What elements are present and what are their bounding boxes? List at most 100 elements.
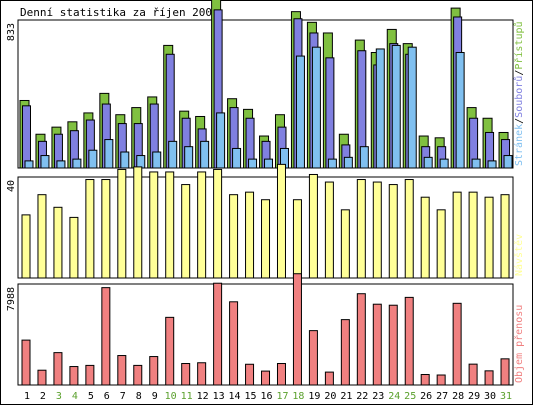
- bar-visits-Návštěv-day-25: [404, 179, 414, 279]
- x-tick-label: 31: [500, 391, 512, 402]
- bar-volume-Objem přenosu-day-7: [117, 355, 127, 386]
- bar-visits-Návštěv-day-1: [21, 214, 31, 279]
- bar-volume-Objem přenosu-day-19: [308, 330, 318, 386]
- chart-title: Denní statistika za říjen 2009: [20, 6, 219, 19]
- bar-volume-Objem přenosu-day-14: [229, 301, 239, 386]
- x-tick-label: 18: [292, 391, 304, 402]
- legend-entry: Stránek: [513, 124, 525, 166]
- legend-entry: Návštěv: [513, 234, 525, 276]
- bar-volume-Objem přenosu-day-21: [340, 319, 350, 386]
- bar-visits-Návštěv-day-13: [213, 168, 223, 279]
- bar-volume-Objem přenosu-day-15: [245, 363, 255, 386]
- bar-visits-Návštěv-day-6: [101, 179, 111, 279]
- bar-visits-Návštěv-day-5: [85, 179, 95, 279]
- bar-visits-Návštěv-day-2: [37, 194, 47, 279]
- bar-visits-Návštěv-day-16: [261, 199, 271, 279]
- bar-visits-Návštěv-day-9: [149, 171, 159, 279]
- x-tick-label: 25: [404, 391, 416, 402]
- x-tick-label: 14: [229, 391, 241, 402]
- bar-volume-Objem přenosu-day-24: [388, 304, 398, 386]
- bar-traffic-Stránek-day-12: [200, 140, 210, 169]
- bar-traffic-Stránek-day-24: [391, 44, 401, 169]
- bar-volume-Objem přenosu-day-6: [101, 287, 111, 386]
- bar-traffic-Stránek-day-27: [439, 158, 449, 169]
- bar-traffic-Stránek-day-26: [423, 156, 433, 169]
- x-tick-label: 27: [436, 391, 448, 402]
- bar-volume-Objem přenosu-day-23: [372, 303, 382, 386]
- bar-visits-Návštěv-day-21: [340, 209, 350, 279]
- bar-traffic-Stránek-day-30: [487, 160, 497, 169]
- legend-entry: Souborů: [513, 76, 525, 118]
- x-tick-label: 8: [136, 391, 142, 402]
- bar-traffic-Stránek-day-7: [120, 151, 130, 169]
- x-tick-label: 15: [245, 391, 257, 402]
- bar-traffic-Stránek-day-22: [359, 146, 369, 169]
- x-tick-label: 17: [276, 391, 288, 402]
- bar-volume-Objem přenosu-day-9: [149, 356, 159, 386]
- x-tick-label: 16: [260, 391, 272, 402]
- bar-volume-Objem přenosu-day-5: [85, 364, 95, 386]
- x-axis-labels: 1 2 3 4 5 6 7 8 9 10 11 12 13 14 15 16 17 18 19 20 21 22 23 24 2…: [24, 391, 512, 402]
- bar-traffic-Stránek-day-1: [24, 160, 34, 169]
- x-tick-label: 4: [72, 391, 78, 402]
- bar-traffic-Stránek-day-31: [503, 155, 513, 169]
- volume-panel: 7988 Objem přenosu: [6, 273, 525, 386]
- bar-visits-Návštěv-day-4: [69, 216, 79, 279]
- bar-visits-Návštěv-day-29: [468, 191, 478, 279]
- bar-traffic-Stránek-day-5: [88, 149, 98, 169]
- volume-frame: [17, 283, 514, 386]
- bar-traffic-Stránek-day-18: [295, 55, 305, 169]
- bar-traffic-Stránek-day-13: [216, 112, 226, 169]
- bar-traffic-Stránek-day-4: [72, 158, 82, 169]
- bar-volume-Objem přenosu-day-10: [165, 316, 175, 386]
- x-tick-label: 19: [308, 391, 320, 402]
- series-Návštěv: [21, 163, 510, 279]
- bar-traffic-Souborů-day-1: [22, 105, 31, 169]
- bar-visits-Návštěv-day-23: [372, 181, 382, 279]
- bar-traffic-Stránek-day-10: [168, 140, 178, 169]
- bar-volume-Objem přenosu-day-26: [420, 374, 430, 386]
- bar-volume-Objem přenosu-day-20: [324, 371, 334, 386]
- bar-volume-Objem přenosu-day-16: [261, 370, 271, 386]
- x-tick-label: 9: [152, 391, 158, 402]
- legend-entry: Přístupů: [513, 21, 525, 69]
- bar-volume-Objem přenosu-day-28: [452, 302, 462, 386]
- bar-traffic-Stránek-day-2: [40, 155, 50, 169]
- bar-volume-Objem přenosu-day-25: [404, 296, 414, 386]
- bar-visits-Návštěv-day-10: [165, 171, 175, 279]
- visits-legend: Návštěv: [513, 234, 525, 276]
- bar-visits-Návštěv-day-20: [324, 181, 334, 279]
- x-tick-label: 29: [468, 391, 480, 402]
- bar-traffic-Stránek-day-11: [184, 146, 194, 169]
- bar-traffic-Stránek-day-19: [311, 46, 321, 169]
- bar-visits-Návštěv-day-15: [245, 191, 255, 279]
- bar-visits-Návštěv-day-8: [133, 166, 143, 279]
- bar-traffic-Stránek-day-25: [407, 46, 417, 169]
- x-tick-label: 7: [120, 391, 126, 402]
- bar-visits-Návštěv-day-18: [292, 199, 302, 279]
- legend-entry: Objem přenosu: [513, 305, 525, 383]
- bar-traffic-Stránek-day-23: [375, 48, 385, 169]
- bar-volume-Objem přenosu-day-18: [292, 273, 302, 386]
- bar-visits-Návštěv-day-12: [197, 171, 207, 279]
- bar-traffic-Stránek-day-6: [104, 139, 114, 169]
- bar-visits-Návštěv-day-28: [452, 191, 462, 279]
- x-tick-label: 22: [356, 391, 368, 402]
- bar-traffic-Stránek-day-15: [248, 158, 258, 169]
- bar-volume-Objem přenosu-day-27: [436, 374, 446, 386]
- bar-volume-Objem přenosu-day-4: [69, 366, 79, 386]
- bar-volume-Objem přenosu-day-17: [276, 363, 286, 386]
- bar-volume-Objem přenosu-day-22: [356, 293, 366, 386]
- bar-traffic-Stránek-day-14: [232, 147, 242, 169]
- x-tick-label: 2: [40, 391, 46, 402]
- visits-ymax-label: 40: [6, 180, 17, 192]
- visits-panel: 40 Návštěv: [6, 163, 525, 279]
- bar-volume-Objem přenosu-day-2: [37, 369, 47, 386]
- bar-traffic-Stránek-day-3: [56, 160, 66, 169]
- x-tick-label: 6: [104, 391, 110, 402]
- bar-visits-Návštěv-day-17: [276, 163, 286, 279]
- bar-traffic-Stránek-day-8: [136, 155, 146, 169]
- x-tick-label: 3: [56, 391, 62, 402]
